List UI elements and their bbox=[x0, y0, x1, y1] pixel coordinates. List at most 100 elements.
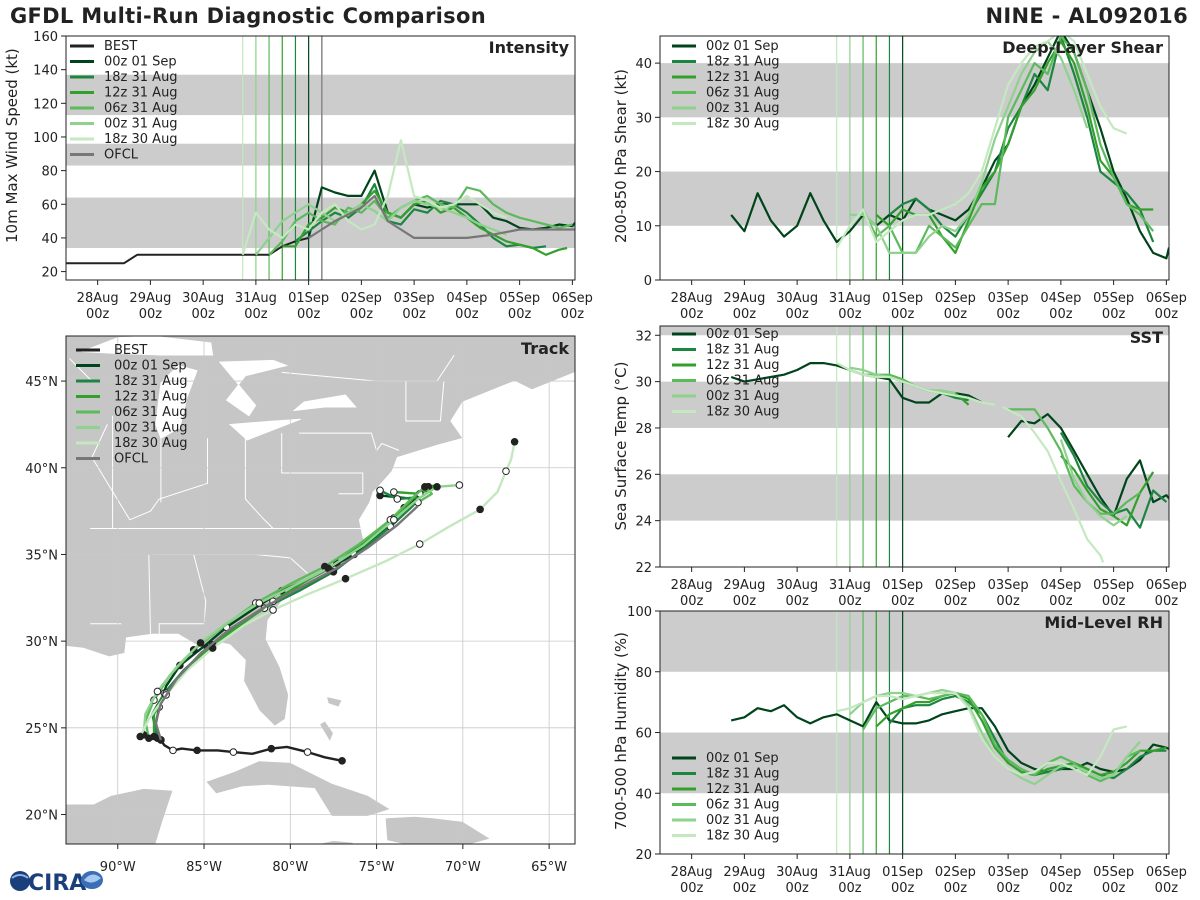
sst-legend-18z-30-aug: 18z 30 Aug bbox=[706, 405, 780, 420]
intensity-ytick-label-100: 100 bbox=[33, 131, 58, 146]
rh-xtick-label-2: 30Aug bbox=[776, 865, 818, 880]
intensity-ytick-label-20: 20 bbox=[41, 266, 58, 281]
sst-xtick-label-5: 02Sep bbox=[935, 578, 976, 593]
intensity-series-18z-30-aug bbox=[241, 139, 507, 256]
track-point-00z-31-aug-12 bbox=[433, 483, 441, 491]
rh-legend-00z-01-sep: 00z 01 Sep bbox=[706, 751, 779, 766]
intensity-legend-18z-30-aug: 18z 30 Aug bbox=[104, 132, 178, 147]
sst-xtick-hour-2: 00z bbox=[785, 594, 809, 609]
shear-frame bbox=[659, 35, 1170, 281]
intensity-xtick-label-0: 28Aug bbox=[77, 291, 119, 306]
track-point-00z-31-aug-13 bbox=[455, 481, 464, 489]
intensity-xtick-label-7: 04Sep bbox=[446, 291, 487, 306]
sst-band-1 bbox=[660, 381, 1169, 428]
map-lon-label-1: 85°W bbox=[186, 860, 222, 875]
intensity-legend-00z-31-aug: 00z 31 Aug bbox=[104, 117, 178, 132]
rh-xtick-label-0: 28Aug bbox=[671, 865, 713, 880]
rh-xtick-label-9: 06Sep bbox=[1146, 865, 1187, 880]
shear-xtick-label-1: 29Aug bbox=[723, 291, 765, 306]
track-point-18z-31-aug-14 bbox=[393, 495, 402, 503]
sst-legend-00z-01-sep: 00z 01 Sep bbox=[706, 327, 779, 342]
shear-title: Deep-Layer Shear bbox=[1002, 38, 1163, 57]
sst-xtick-label-8: 05Sep bbox=[1093, 578, 1134, 593]
sst-series-18z-30-aug bbox=[836, 362, 1105, 563]
track-point-18z-30-aug-6 bbox=[269, 606, 277, 614]
map-lake-huron bbox=[218, 359, 289, 417]
sst-xtick-hour-6: 00z bbox=[996, 594, 1020, 609]
track-point-best-10 bbox=[169, 746, 177, 755]
intensity-xtick-hour-9: 00z bbox=[561, 307, 585, 322]
shear-xtick-label-7: 04Sep bbox=[1040, 291, 1081, 306]
intensity-xtick-label-6: 03Sep bbox=[394, 291, 435, 306]
map-border-13 bbox=[405, 381, 445, 422]
map-land-cuba bbox=[205, 760, 392, 817]
intensity-xtick-label-2: 30Aug bbox=[182, 291, 224, 306]
track-point-00z-31-aug-10 bbox=[390, 515, 398, 524]
map-lake-erie bbox=[228, 418, 301, 441]
track-title: Track bbox=[521, 339, 569, 358]
intensity-frame bbox=[65, 35, 576, 281]
intensity-legend-06z-31-aug: 06z 31 Aug bbox=[104, 101, 178, 116]
map-border-6 bbox=[148, 554, 151, 635]
shear-xtick-label-8: 05Sep bbox=[1093, 291, 1134, 306]
rh-xtick-hour-8: 00z bbox=[1102, 881, 1126, 896]
map-land-jamaica bbox=[317, 840, 355, 844]
sst-ytick-label-30: 30 bbox=[635, 376, 652, 391]
track-legend-00z-31-aug: 00z 31 Aug bbox=[114, 421, 188, 436]
shear-xtick-label-9: 06Sep bbox=[1146, 291, 1187, 306]
map-lon-label-2: 80°W bbox=[272, 860, 308, 875]
shear-legend-00z-01-sep: 00z 01 Sep bbox=[706, 39, 779, 54]
track-point-06z-31-aug-12 bbox=[421, 483, 429, 491]
rh-xtick-label-8: 05Sep bbox=[1093, 865, 1134, 880]
intensity-series-18z-31-aug bbox=[294, 183, 547, 250]
cira-logo: CIRA bbox=[10, 871, 103, 896]
sst-xtick-label-7: 04Sep bbox=[1040, 578, 1081, 593]
track-00z-31-aug bbox=[142, 483, 460, 735]
panel-track: 90°W 85°W 80°W 75°W 70°W 65°W 20°N 25°N 30°N 35°N… bbox=[25, 335, 576, 875]
sst-xtick-hour-8: 00z bbox=[1102, 594, 1126, 609]
track-legend-00z-01-sep: 00z 01 Sep bbox=[114, 359, 187, 374]
intensity-xtick-hour-8: 00z bbox=[508, 307, 532, 322]
rh-xtick-hour-7: 00z bbox=[1049, 881, 1073, 896]
map-border-9 bbox=[244, 438, 274, 529]
sst-ytick-label-26: 26 bbox=[635, 468, 652, 483]
rh-xtick-label-1: 29Aug bbox=[723, 865, 765, 880]
intensity-band-1 bbox=[66, 143, 575, 166]
rh-ytick-label-100: 100 bbox=[627, 605, 652, 620]
map-frame bbox=[65, 335, 576, 845]
shear-ytick-label-30: 30 bbox=[635, 111, 652, 126]
sst-xtick-label-1: 29Aug bbox=[723, 578, 765, 593]
rh-legend-06z-31-aug: 06z 31 Aug bbox=[706, 798, 780, 813]
intensity-xtick-label-5: 02Sep bbox=[341, 291, 382, 306]
rh-xtick-label-7: 04Sep bbox=[1040, 865, 1081, 880]
intensity-xtick-hour-3: 00z bbox=[244, 307, 268, 322]
intensity-title: Intensity bbox=[489, 38, 570, 57]
map-border-0 bbox=[281, 433, 364, 494]
rh-ytick-label-80: 80 bbox=[635, 666, 652, 681]
sst-band-2 bbox=[660, 326, 1169, 336]
shear-ytick-label-20: 20 bbox=[635, 166, 652, 181]
track-point-best-6 bbox=[229, 748, 238, 756]
intensity-xtick-hour-1: 00z bbox=[139, 307, 163, 322]
track-point-best-2 bbox=[303, 748, 312, 756]
map-lake-michigan bbox=[155, 365, 198, 439]
rh-xtick-hour-9: 00z bbox=[1155, 881, 1179, 896]
intensity-legend-18z-31-aug: 18z 31 Aug bbox=[104, 70, 178, 85]
sst-xtick-label-3: 31Aug bbox=[829, 578, 871, 593]
shear-ytick-label-10: 10 bbox=[635, 220, 652, 235]
intensity-ytick-label-140: 140 bbox=[33, 64, 58, 79]
track-point-18z-30-aug-0 bbox=[136, 732, 144, 741]
sst-frame bbox=[659, 325, 1170, 568]
intensity-xtick-hour-0: 00z bbox=[86, 307, 110, 322]
panel-shear: 01020304028Aug00z29Aug00z30Aug00z31Aug00… bbox=[635, 35, 1187, 322]
shear-xtick-hour-6: 00z bbox=[996, 307, 1020, 322]
intensity-xtick-label-1: 29Aug bbox=[129, 291, 171, 306]
map-lat-label-1: 25°N bbox=[25, 722, 58, 737]
map-land-north-america bbox=[66, 336, 575, 727]
sst-xtick-hour-4: 00z bbox=[891, 594, 915, 609]
shear-xtick-hour-3: 00z bbox=[838, 307, 862, 322]
track-legend-18z-31-aug: 18z 31 Aug bbox=[114, 374, 188, 389]
shear-xtick-hour-8: 00z bbox=[1102, 307, 1126, 322]
rh-xtick-hour-2: 00z bbox=[785, 881, 809, 896]
shear-xtick-label-2: 30Aug bbox=[776, 291, 818, 306]
